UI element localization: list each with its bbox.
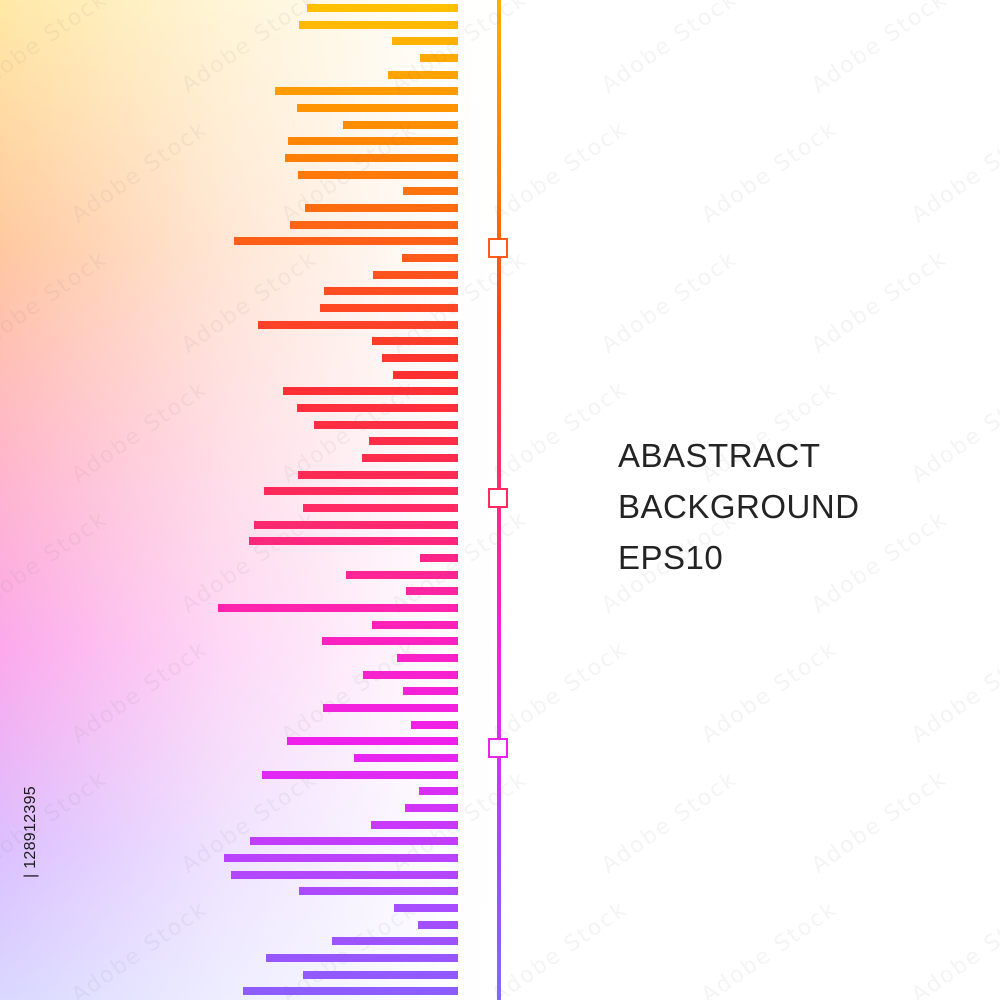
stripe-bar [218, 604, 458, 612]
stripe-bar [323, 704, 458, 712]
stripe-bar [297, 404, 458, 412]
stripe-bar [250, 837, 458, 845]
watermark-text: Adobe Stock [697, 636, 843, 749]
watermark-text: Adobe Stock [807, 766, 953, 879]
stripe-bar [231, 871, 458, 879]
bars-group [218, 4, 458, 995]
watermark-text: Adobe Stock [697, 896, 843, 1000]
stripe-bar [403, 687, 458, 695]
watermark-text: Adobe Stock [597, 246, 743, 359]
stripe-bar [287, 737, 458, 745]
stripe-bar [418, 921, 458, 929]
stripe-bar [290, 221, 458, 229]
stripe-bar [419, 787, 458, 795]
headline-line-3: EPS10 [618, 539, 724, 576]
stripe-bar [322, 637, 458, 645]
stripe-bar [305, 204, 458, 212]
stripe-bar [343, 121, 458, 129]
headline-line-2: BACKGROUND [618, 488, 860, 525]
watermark-text: Adobe Stock [907, 376, 1000, 489]
stripe-bar [264, 487, 458, 495]
stripe-bar [307, 4, 458, 12]
headline-line-1: ABASTRACT [618, 437, 821, 474]
stripe-bar [397, 654, 458, 662]
watermark-text: Adobe Stock [487, 376, 633, 489]
stripe-bar [362, 454, 458, 462]
stripe-bar [373, 271, 458, 279]
stripe-bar [332, 937, 458, 945]
stripe-bar [394, 904, 458, 912]
stripe-bar [354, 754, 458, 762]
stripe-bar [234, 237, 458, 245]
stripe-bar [388, 71, 458, 79]
watermark-text: Adobe Stock [907, 896, 1000, 1000]
stripe-bar [420, 54, 458, 62]
stripe-bar [420, 554, 458, 562]
stripe-bar [299, 21, 458, 29]
watermark-text: Adobe Stock [487, 896, 633, 1000]
stripe-bar [297, 104, 458, 112]
watermark-text: Adobe Stock [807, 0, 953, 99]
stripe-bar [346, 571, 458, 579]
stripe-bar [369, 437, 458, 445]
stripe-bar [371, 821, 458, 829]
stripe-bar [243, 987, 458, 995]
stripe-bar [406, 587, 458, 595]
stripe-bar [402, 254, 458, 262]
stripe-bar [298, 471, 458, 479]
watermark-text: Adobe Stock [807, 246, 953, 359]
track-marker [488, 738, 508, 758]
stripe-bar [363, 671, 458, 679]
stripe-bar [405, 804, 458, 812]
watermark-text: Adobe Stock [907, 636, 1000, 749]
watermark-text: Adobe Stock [597, 0, 743, 99]
stripe-bar [392, 37, 458, 45]
stripe-bar [303, 504, 458, 512]
stripe-bar [254, 521, 458, 529]
stripe-bar [393, 371, 458, 379]
watermark-text: Adobe Stock [487, 116, 633, 229]
watermark-text: Adobe Stock [487, 636, 633, 749]
stripe-bar [372, 337, 458, 345]
stripe-bar [283, 387, 458, 395]
track-marker [488, 238, 508, 258]
stripe-bar [262, 771, 458, 779]
stripe-bar [320, 304, 458, 312]
stripe-bar [285, 154, 458, 162]
stripe-bar [288, 137, 458, 145]
stripe-bar [266, 954, 458, 962]
watermark-text: Adobe Stock [597, 766, 743, 879]
stripe-bar [275, 87, 458, 95]
stripe-bar [411, 721, 458, 729]
track-marker [488, 488, 508, 508]
watermark-text: Adobe Stock [697, 116, 843, 229]
stripe-bar [303, 971, 458, 979]
left-gradient-panel [0, 0, 500, 1000]
stripe-bar [403, 187, 458, 195]
stripe-bar [298, 171, 458, 179]
stripe-bar [314, 421, 458, 429]
stripe-bar [224, 854, 458, 862]
stripe-bar [258, 321, 458, 329]
stripe-bar [372, 621, 458, 629]
watermark-text: Adobe Stock [907, 116, 1000, 229]
stripe-bar [249, 537, 458, 545]
stripe-bar [299, 887, 458, 895]
headline-text: ABASTRACT BACKGROUND EPS10 [618, 430, 860, 583]
stripe-bar [324, 287, 458, 295]
stripe-bar [382, 354, 458, 362]
